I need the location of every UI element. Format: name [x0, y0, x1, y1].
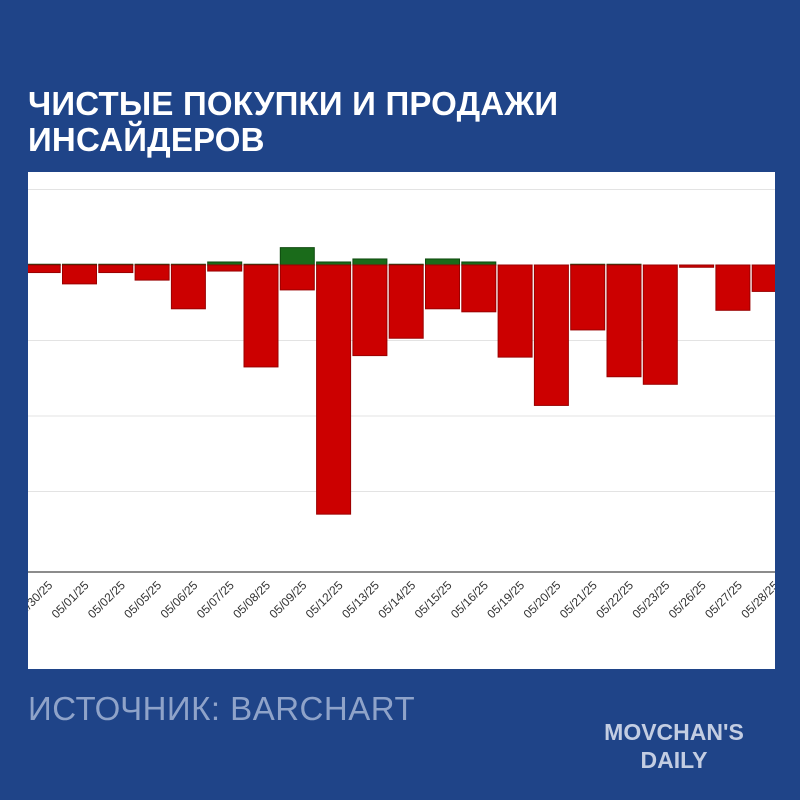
bar-05-14-25 — [388, 264, 424, 339]
chart-title: ЧИСТЫЕ ПОКУПКИ И ПРОДАЖИ ИНСАЙДЕРОВ — [28, 86, 768, 158]
bar-05-15-25-positive — [425, 258, 460, 266]
tick-label: 05/06/25 — [158, 578, 201, 621]
tick-label: 05/15/25 — [412, 578, 455, 621]
bar-05-23-25 — [642, 264, 678, 385]
bar-05-28-25 — [751, 264, 775, 292]
bar-05-13-25 — [352, 264, 388, 357]
tick-label: 05/22/25 — [593, 578, 636, 621]
bar-05-07-25 — [207, 264, 243, 272]
brand-logo: MOVCHAN'S DAILY — [574, 718, 774, 774]
tick-label: 05/01/25 — [49, 578, 92, 621]
bar-05-21-25 — [570, 264, 606, 331]
bar-chart: 04/30/2505/01/2505/02/2505/05/2505/06/25… — [28, 189, 775, 621]
tick-label: 05/08/25 — [230, 578, 273, 621]
tick-label: 05/27/25 — [702, 578, 745, 621]
bar-05-27-25 — [715, 264, 751, 311]
bar-05-09-25 — [279, 264, 315, 291]
source-label: ИСТОЧНИК: BARCHART — [28, 690, 416, 727]
bar-05-01-25 — [62, 264, 97, 285]
tick-label: 05/21/25 — [557, 578, 600, 621]
bar-edge-left — [28, 264, 61, 274]
tick-label: 05/13/25 — [339, 578, 382, 621]
tick-label: 05/16/25 — [448, 578, 491, 621]
bar-05-02-25 — [98, 264, 134, 274]
tick-label: 05/19/25 — [484, 578, 527, 621]
bar-05-26-25 — [679, 264, 715, 268]
tick-label: 05/20/25 — [521, 578, 564, 621]
bar-05-16-25 — [461, 264, 497, 313]
bar-05-22-25 — [606, 264, 642, 378]
tick-label: 05/26/25 — [666, 578, 709, 621]
bar-05-09-25-positive — [279, 247, 315, 266]
chart-title-line-1: ЧИСТЫЕ ПОКУПКИ И ПРОДАЖИ — [28, 85, 559, 122]
tick-label: 05/14/25 — [375, 578, 418, 621]
bar-05-15-25 — [425, 264, 460, 310]
tick-label: 05/05/25 — [121, 578, 164, 621]
tick-label: 05/28/25 — [738, 578, 775, 621]
bar-05-19-25 — [497, 264, 533, 358]
bar-05-13-25-positive — [352, 258, 388, 266]
tick-label: 05/12/25 — [303, 578, 346, 621]
tick-label: 05/23/25 — [629, 578, 672, 621]
brand-line-2: DAILY — [640, 747, 708, 773]
bar-05-20-25 — [533, 264, 569, 406]
chart-title-line-2: ИНСАЙДЕРОВ — [28, 121, 265, 158]
bar-05-08-25 — [243, 264, 279, 368]
tick-label: 05/02/25 — [85, 578, 128, 621]
bar-05-12-25 — [316, 264, 352, 515]
tick-label: 05/09/25 — [266, 578, 309, 621]
chart-panel: 04/30/25 05/01/25 05/02/25 05/05/25 05/06/25… — [28, 172, 775, 669]
bar-05-05-25 — [134, 264, 170, 281]
bar-05-06-25 — [170, 264, 206, 310]
tick-label: 05/07/25 — [194, 578, 237, 621]
brand-line-1: MOVCHAN'S — [604, 719, 744, 745]
